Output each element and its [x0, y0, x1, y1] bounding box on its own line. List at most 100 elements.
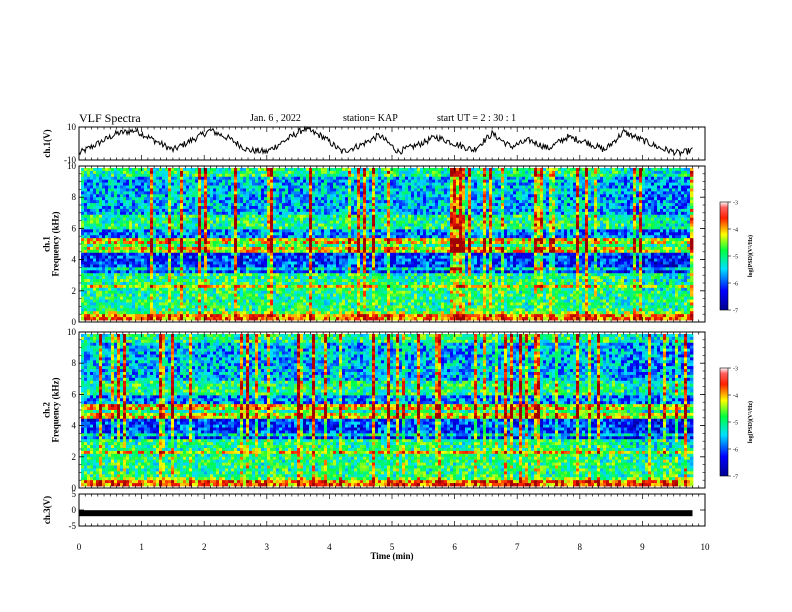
spectrogram-cell	[516, 223, 520, 227]
spectrogram-cell	[315, 191, 319, 195]
spectrogram-cell	[321, 214, 325, 219]
spectrogram-cell	[582, 214, 586, 219]
spectrogram-cell	[618, 173, 622, 178]
spectrogram-cell	[624, 217, 628, 222]
spectrogram-cell	[594, 229, 598, 233]
spectrogram-cell	[276, 223, 280, 227]
spectrogram-cell	[651, 188, 655, 192]
spectrogram-cell	[264, 208, 268, 213]
spectrogram-cell	[222, 176, 226, 181]
spectrogram-cell	[123, 197, 127, 201]
spectrogram-cell	[156, 206, 160, 210]
spectrogram-cell	[321, 211, 325, 216]
spectrogram-cell	[312, 208, 316, 213]
spectrogram-cell	[174, 176, 178, 181]
spectrogram-cell	[309, 179, 313, 184]
spectrogram-cell	[453, 220, 457, 224]
spectrogram-cell	[609, 223, 613, 227]
spectrogram-cell	[201, 203, 205, 207]
spectrogram-cell	[411, 206, 415, 210]
spectrogram-cell	[603, 223, 607, 227]
spectrogram-cell	[138, 208, 142, 213]
spectrogram-cell	[615, 217, 619, 222]
spectrogram-cell	[324, 226, 328, 230]
spectrogram-cell	[411, 194, 415, 198]
spectrogram-cell	[318, 232, 322, 236]
spectrogram-cell	[216, 220, 220, 224]
spectrogram-cell	[690, 197, 694, 201]
spectrogram-cell	[567, 170, 571, 175]
spectrogram-cell	[363, 223, 367, 227]
spectrogram-cell	[369, 179, 373, 184]
spectrogram-cell	[288, 226, 292, 230]
spectrogram-cell	[156, 182, 160, 186]
spectrogram-cell	[432, 226, 436, 230]
spectrogram-cell	[333, 217, 337, 222]
spectrogram-cell	[177, 191, 181, 195]
spectrogram-cell	[564, 179, 568, 184]
spectrogram-cell	[267, 173, 271, 178]
spectrogram-cell	[462, 220, 466, 224]
spectrogram-cell	[552, 194, 556, 198]
spectrogram-cell	[540, 197, 544, 201]
spectrogram-cell	[219, 208, 223, 213]
spectrogram-cell	[168, 208, 172, 213]
spectrogram-cell	[675, 200, 679, 204]
spectrogram-cell	[669, 182, 673, 186]
spectrogram-cell	[198, 200, 202, 204]
spectrogram-cell	[543, 223, 547, 227]
spectrogram-cell	[585, 211, 589, 216]
spectrogram-cell	[594, 217, 598, 222]
spectrogram-cell	[522, 179, 526, 184]
spectrogram-cell	[396, 170, 400, 175]
spectrogram-cell	[465, 176, 469, 181]
spectrogram-cell	[606, 214, 610, 219]
spectrogram-cell	[240, 229, 244, 233]
spectrogram-cell	[669, 220, 673, 224]
spectrogram-cell	[438, 185, 442, 189]
spectrogram-cell	[333, 203, 337, 207]
spectrogram-cell	[216, 185, 220, 189]
spectrogram-cell	[237, 235, 241, 239]
spectrogram-cell	[603, 176, 607, 181]
spectrogram-cell	[318, 217, 322, 222]
spectrogram-cell	[180, 188, 184, 192]
spectrogram-cell	[171, 182, 175, 186]
spectrogram-cell	[444, 176, 448, 181]
spectrogram-cell	[429, 206, 433, 210]
spectrogram-cell	[600, 214, 604, 219]
spectrogram-cell	[237, 211, 241, 216]
spectrogram-cell	[651, 206, 655, 210]
spectrogram-cell	[147, 223, 151, 227]
spectrogram-cell	[117, 194, 121, 198]
spectrogram-cell	[108, 217, 112, 222]
spectrogram-cell	[270, 203, 274, 207]
spectrogram-cell	[459, 229, 463, 233]
spectrogram-cell	[336, 168, 340, 172]
spectrogram-cell	[597, 176, 601, 181]
spectrogram-cell	[123, 217, 127, 222]
spectrogram-cell	[657, 179, 661, 184]
spectrogram-cell	[132, 170, 136, 175]
spectrogram-cell	[390, 185, 394, 189]
spectrogram-cell	[279, 179, 283, 184]
spectrogram-cell	[324, 214, 328, 219]
spectrogram-cell	[486, 173, 490, 178]
spectrogram-cell	[495, 170, 499, 175]
spectrogram-cell	[336, 203, 340, 207]
spectrogram-cell	[282, 200, 286, 204]
spectrogram-cell	[642, 229, 646, 233]
spectrogram-cell	[501, 217, 505, 222]
spectrogram-cell	[513, 194, 517, 198]
spectrogram-cell	[309, 182, 313, 186]
spectrogram-cell	[486, 203, 490, 207]
spectrogram-cell	[351, 214, 355, 219]
spectrogram-cell	[477, 191, 481, 195]
spectrogram-cell	[102, 229, 106, 233]
spectrogram-cell	[126, 217, 130, 222]
spectrogram-cell	[483, 188, 487, 192]
spectrogram-cell	[474, 206, 478, 210]
spectrogram-cell	[171, 217, 175, 222]
spectrogram-cell	[573, 211, 577, 216]
spectrogram-cell	[438, 223, 442, 227]
